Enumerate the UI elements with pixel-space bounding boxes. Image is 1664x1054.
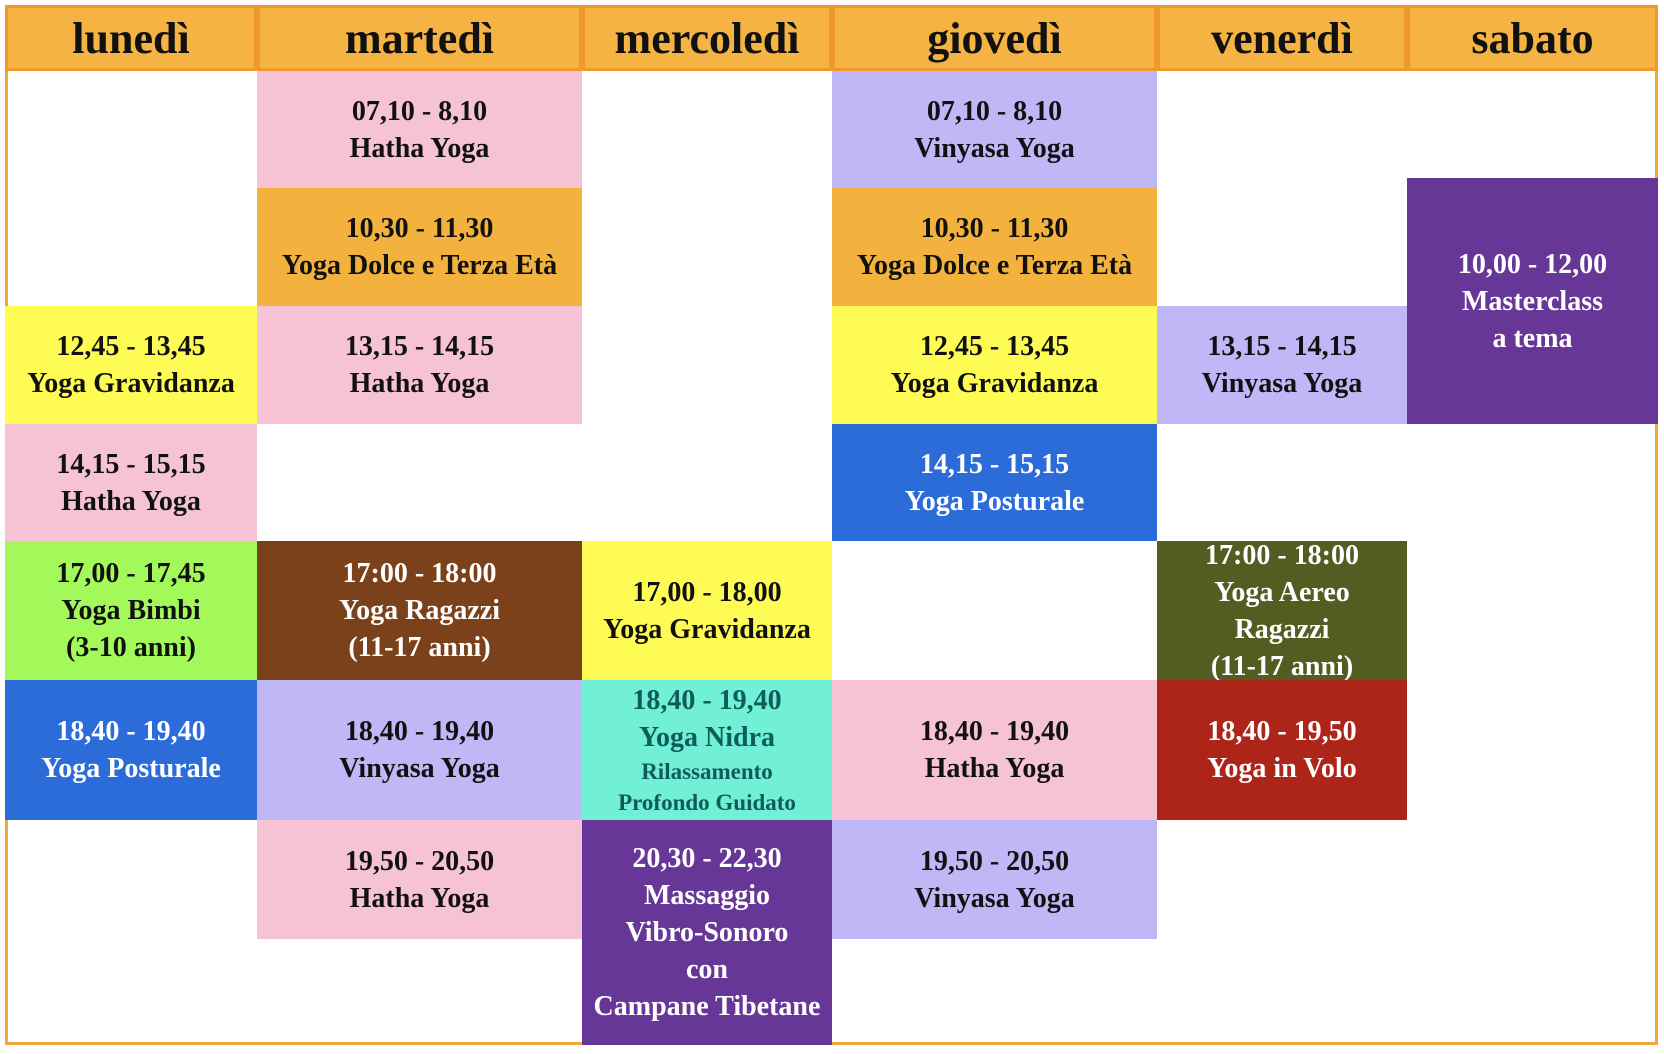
class-name: Vibro-Sonoro: [625, 917, 789, 948]
day-header: venerdì: [1157, 5, 1407, 71]
class-block: 14,15 - 15,15 Hatha Yoga: [5, 424, 257, 541]
class-name: Yoga Ragazzi: [339, 595, 500, 626]
class-time: 19,50 - 20,50: [919, 845, 1070, 877]
day-header: sabato: [1407, 5, 1658, 71]
class-name: Yoga in Volo: [1207, 753, 1357, 784]
class-name: Vinyasa Yoga: [914, 882, 1075, 914]
class-name: Yoga Dolce e Terza Età: [281, 250, 558, 281]
class-time: 14,15 - 15,15: [919, 448, 1070, 480]
class-time: 12,45 - 13,45: [919, 331, 1070, 362]
class-time: 18,40 - 19,40: [632, 685, 782, 716]
class-time: 10,30 - 11,30: [345, 213, 494, 244]
class-name: Ragazzi: [1234, 613, 1330, 645]
class-name: Yoga Posturale: [904, 485, 1085, 517]
class-name: Yoga Gravidanza: [603, 613, 811, 645]
class-time: 17,00 - 18,00: [632, 576, 782, 608]
class-name: (11-17 anni): [348, 632, 491, 663]
class-name: (3-10 anni): [66, 632, 196, 663]
class-name: Massaggio: [644, 880, 770, 911]
class-time: 10,00 - 12,00: [1457, 248, 1608, 280]
class-name: Yoga Dolce e Terza Età: [856, 250, 1133, 281]
class-time: 12,45 - 13,45: [56, 331, 206, 362]
class-block: 14,15 - 15,15 Yoga Posturale: [832, 424, 1157, 541]
class-time: 10,30 - 11,30: [920, 213, 1069, 244]
class-name: Yoga Gravidanza: [27, 368, 235, 399]
class-name: Hatha Yoga: [349, 368, 490, 399]
class-block: 20,30 - 22,30 Massaggio Vibro-Sonoro con Cam…: [582, 820, 832, 1045]
class-name: Profondo Guidato: [618, 790, 796, 815]
class-block: 19,50 - 20,50 Vinyasa Yoga: [832, 820, 1157, 939]
class-time: 07,10 - 8,10: [926, 95, 1063, 127]
class-time: 14,15 - 15,15: [56, 448, 206, 480]
class-name: (11-17 anni): [1210, 650, 1354, 682]
class-name: Vinyasa Yoga: [339, 753, 500, 784]
class-time: 18,40 - 19,40: [56, 716, 206, 747]
class-block: 18,40 - 19,40 Yoga Nidra Rilassamento Profo…: [582, 680, 832, 820]
class-time: 07,10 - 8,10: [351, 95, 488, 127]
class-name: Vinyasa Yoga: [914, 132, 1075, 164]
class-name: Masterclass: [1462, 285, 1603, 317]
class-time: 17,00 - 17,45: [56, 558, 206, 589]
class-block: 18,40 - 19,40 Yoga Posturale: [5, 680, 257, 820]
class-block: 18,40 - 19,50 Yoga in Volo: [1157, 680, 1407, 820]
class-block: 10,00 - 12,00 Masterclass a tema: [1407, 178, 1658, 424]
day-header: lunedì: [5, 5, 257, 71]
class-time: 18,40 - 19,50: [1207, 716, 1357, 747]
day-header: mercoledì: [582, 5, 832, 71]
class-block: 07,10 - 8,10 Vinyasa Yoga: [832, 71, 1157, 188]
class-name: a tema: [1492, 322, 1573, 354]
class-name: con: [686, 954, 728, 985]
class-name: Hatha Yoga: [349, 132, 490, 164]
class-block: 07,10 - 8,10 Hatha Yoga: [257, 71, 582, 188]
class-block: 12,45 - 13,45 Yoga Gravidanza: [5, 306, 257, 424]
class-block: 12,45 - 13,45 Yoga Gravidanza: [832, 306, 1157, 424]
class-name: Campane Tibetane: [593, 991, 821, 1022]
class-block: 17:00 - 18:00 Yoga Ragazzi (11-17 anni): [257, 541, 582, 680]
class-time: 13,15 - 14,15: [1207, 331, 1357, 362]
class-time: 19,50 - 20,50: [344, 845, 495, 877]
class-name: Yoga Posturale: [41, 753, 221, 784]
class-block: 10,30 - 11,30 Yoga Dolce e Terza Età: [257, 188, 582, 306]
class-name: Yoga Nidra: [638, 722, 776, 753]
class-time: 17:00 - 18:00: [1205, 539, 1359, 571]
class-name: Hatha Yoga: [924, 753, 1065, 784]
class-name: Yoga Aereo: [1214, 576, 1350, 608]
day-header: giovedì: [832, 5, 1157, 71]
class-block: 17,00 - 18,00 Yoga Gravidanza: [582, 541, 832, 680]
class-time: 17:00 - 18:00: [342, 558, 497, 589]
class-block: 18,40 - 19,40 Hatha Yoga: [832, 680, 1157, 820]
class-name: Hatha Yoga: [349, 882, 490, 914]
class-name: Yoga Gravidanza: [890, 368, 1099, 399]
class-time: 20,30 - 22,30: [632, 843, 782, 874]
class-name: Vinyasa Yoga: [1201, 368, 1363, 399]
class-block: 10,30 - 11,30 Yoga Dolce e Terza Età: [832, 188, 1157, 306]
class-time: 13,15 - 14,15: [344, 331, 495, 362]
class-block: 18,40 - 19,40 Vinyasa Yoga: [257, 680, 582, 820]
class-time: 18,40 - 19,40: [919, 716, 1070, 747]
class-block: 13,15 - 14,15 Hatha Yoga: [257, 306, 582, 424]
class-block: 17:00 - 18:00 Yoga Aereo Ragazzi (11-17 ann…: [1157, 540, 1407, 682]
class-block: 13,15 - 14,15 Vinyasa Yoga: [1157, 306, 1407, 424]
class-name: Hatha Yoga: [61, 485, 201, 517]
class-block: 19,50 - 20,50 Hatha Yoga: [257, 820, 582, 939]
class-name: Rilassamento: [641, 759, 773, 784]
day-header: martedì: [257, 5, 582, 71]
class-block: 17,00 - 17,45 Yoga Bimbi (3-10 anni): [5, 541, 257, 680]
class-name: Yoga Bimbi: [61, 595, 201, 626]
class-time: 18,40 - 19,40: [344, 716, 495, 747]
